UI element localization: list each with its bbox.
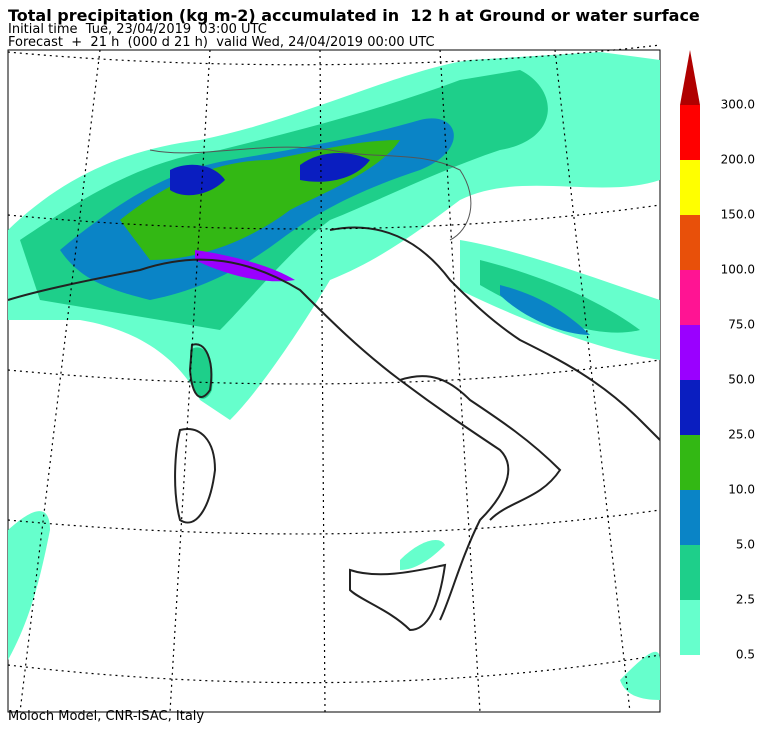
coastlines <box>7 226 661 632</box>
initial-time: Initial time Tue, 23/04/2019 03:00 UTC <box>8 22 267 37</box>
colorbar-label: 5.0 <box>736 538 755 552</box>
colorbar-swatch <box>680 380 700 435</box>
map-title: Total precipitation (kg m-2) accumulated… <box>8 6 700 25</box>
colorbar-label: 200.0 <box>721 153 755 167</box>
colorbar-label: 300.0 <box>721 98 755 112</box>
colorbar-swatch <box>680 435 700 490</box>
colorbar-label: 50.0 <box>728 373 755 387</box>
graticule <box>7 44 661 713</box>
colorbar-label: 25.0 <box>728 428 755 442</box>
forecast-time: Forecast + 21 h (000 d 21 h) valid Wed, … <box>8 35 435 50</box>
colorbar-label: 2.5 <box>736 593 755 607</box>
footer: Moloch Model, CNR-ISAC, Italy <box>8 709 205 724</box>
colorbar-swatch <box>680 105 700 160</box>
colorbar-swatch <box>680 160 700 215</box>
colorbar-swatch <box>680 545 700 600</box>
colorbar-swatch <box>680 490 700 545</box>
colorbar-swatch <box>680 215 700 270</box>
colorbar-swatch <box>680 325 700 380</box>
colorbar-label: 150.0 <box>721 208 755 222</box>
colorbar-label: 10.0 <box>728 483 755 497</box>
colorbar-swatch <box>680 270 700 325</box>
colorbar-swatch <box>680 600 700 655</box>
colorbar-label: 100.0 <box>721 263 755 277</box>
borders <box>149 146 472 241</box>
colorbar-extension <box>680 50 700 105</box>
colorbar-label: 75.0 <box>728 318 755 332</box>
colorbar-label: 0.5 <box>736 648 755 662</box>
colorbar: 0.5 2.5 5.0 10.0 25.0 50.0 75.0 100.0 150.0 200.0… <box>680 50 755 662</box>
